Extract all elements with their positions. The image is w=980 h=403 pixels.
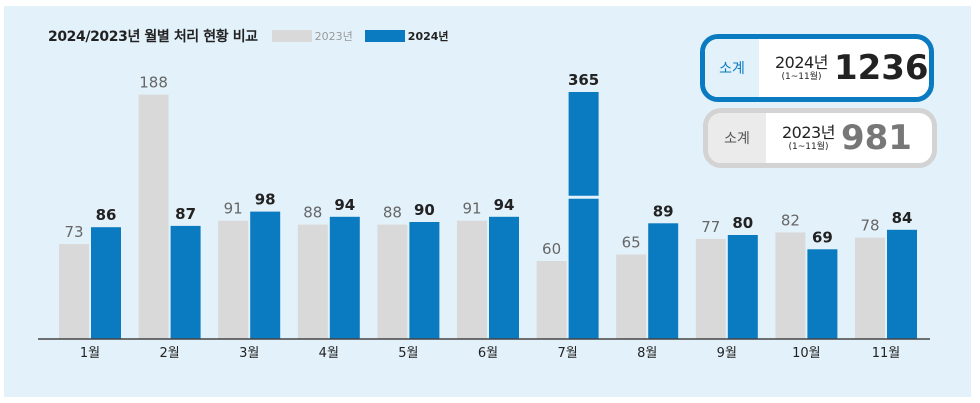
x-tick-label-11: 11월 [872, 346, 901, 361]
bar-2023-9 [695, 238, 726, 339]
bar-2024-11 [887, 229, 917, 339]
x-tick-label-2: 2월 [159, 346, 179, 361]
x-tick-label-5: 5월 [398, 346, 418, 361]
summary-2023-year-block: 2023년 (1~11월) [782, 122, 835, 152]
summary-2024-tag: 소계 [705, 39, 759, 97]
x-tick-label-1: 1월 [80, 346, 100, 361]
bar-2024-7 [568, 92, 599, 339]
value-label-2024-10: 69 [812, 228, 833, 246]
value-label-2023-6: 91 [462, 200, 481, 218]
value-label-2024-4: 94 [334, 196, 355, 214]
bar-2024-8 [648, 223, 679, 339]
x-tick-label-3: 3월 [239, 346, 259, 361]
bar-2023-8 [616, 254, 647, 339]
x-tick-label-4: 4월 [319, 346, 339, 361]
value-label-2024-1: 86 [96, 206, 117, 224]
bar-2024-2 [170, 225, 201, 339]
bar-break-7 [567, 195, 600, 199]
bar-2024-1 [91, 227, 121, 339]
summary-2023-year: 2023년 [782, 122, 835, 142]
bar-2023-6 [457, 220, 487, 339]
value-label-2024-9: 80 [732, 214, 753, 232]
value-label-2024-11: 84 [892, 209, 913, 227]
value-label-2023-1: 73 [64, 223, 83, 241]
summary-2024-total: 1236 [833, 48, 929, 88]
bar-2024-10 [807, 249, 838, 339]
bar-2023-10 [775, 232, 806, 339]
summary-2023-tag: 소계 [708, 113, 766, 163]
value-label-2023-7: 60 [542, 240, 561, 258]
chart-header: 2024/2023년 월별 처리 현황 비교 2023년 2024년 [48, 26, 449, 46]
chart-title: 2024/2023년 월별 처리 현황 비교 [48, 29, 258, 45]
value-label-2024-8: 89 [653, 202, 674, 220]
value-label-2023-8: 65 [622, 234, 641, 252]
summary-2024-year: 2024년 [775, 52, 828, 72]
value-label-2023-3: 91 [224, 200, 243, 218]
bar-2023-1 [59, 244, 89, 339]
x-tick-label-6: 6월 [478, 346, 498, 361]
bar-2024-4 [329, 216, 360, 339]
value-label-2023-9: 77 [701, 218, 720, 236]
value-label-2024-7: 365 [568, 71, 599, 89]
summary-2023-range: (1~11월) [788, 141, 829, 152]
value-label-2024-5: 90 [414, 201, 435, 219]
x-tick-label-8: 8월 [637, 346, 657, 361]
summary-2023-total: 981 [840, 118, 912, 158]
bar-2024-3 [250, 211, 281, 339]
bar-2023-4 [297, 224, 328, 339]
bar-2023-3 [218, 220, 249, 339]
bar-2023-5 [377, 224, 408, 339]
summary-2023-box: 소계 2023년 (1~11월) 981 [703, 108, 937, 168]
value-label-2024-6: 94 [494, 196, 515, 214]
x-tick-label-9: 9월 [717, 346, 737, 361]
legend-label-2024: 2024년 [407, 30, 449, 43]
value-label-2023-4: 88 [303, 204, 322, 222]
bar-2023-2 [138, 94, 169, 339]
value-label-2024-3: 98 [255, 191, 276, 209]
legend-swatch-2023 [271, 30, 312, 42]
bar-2023-7 [536, 261, 567, 339]
value-label-2023-10: 82 [781, 211, 800, 229]
bar-2024-9 [727, 235, 758, 339]
summary-2024-year-block: 2024년 (1~11월) [775, 52, 828, 82]
value-label-2023-2: 188 [139, 74, 168, 92]
summary-2024-range: (1~11월) [781, 71, 822, 82]
x-tick-label-7: 7월 [557, 346, 577, 361]
bar-2024-6 [489, 216, 519, 339]
x-tick-label-10: 10월 [792, 346, 821, 361]
value-label-2024-2: 87 [175, 205, 196, 223]
summary-2024-box: 소계 2024년 (1~11월) 1236 [700, 34, 934, 102]
legend-swatch-2024 [364, 30, 405, 42]
value-label-2023-5: 88 [383, 204, 402, 222]
value-label-2023-11: 78 [860, 217, 879, 235]
legend-label-2023: 2023년 [314, 30, 353, 43]
bar-2024-5 [409, 222, 440, 339]
bar-2023-11 [855, 237, 885, 339]
